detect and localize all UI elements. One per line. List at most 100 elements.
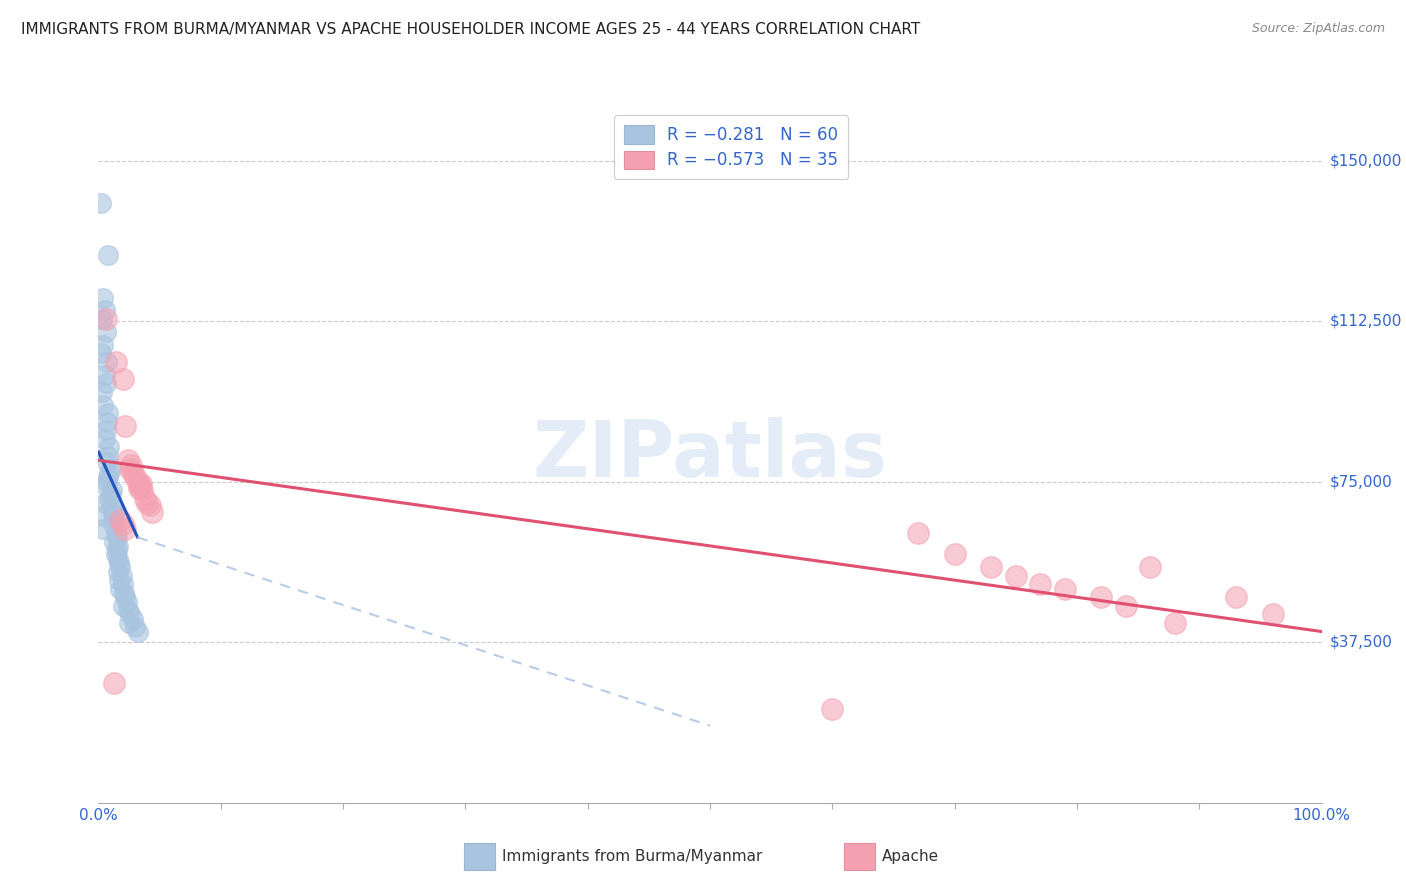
Point <box>93 368 115 382</box>
Point <box>104 548 127 562</box>
Point <box>108 556 131 570</box>
Point <box>129 479 152 493</box>
Text: $112,500: $112,500 <box>1330 314 1402 328</box>
Text: ZIPatlas: ZIPatlas <box>533 417 887 493</box>
Text: Apache: Apache <box>882 849 939 863</box>
Point <box>103 676 125 690</box>
Point <box>1261 607 1284 622</box>
Point <box>111 599 134 613</box>
Point <box>96 455 118 469</box>
Text: IMMIGRANTS FROM BURMA/MYANMAR VS APACHE HOUSEHOLDER INCOME AGES 25 - 44 YEARS CO: IMMIGRANTS FROM BURMA/MYANMAR VS APACHE … <box>21 22 921 37</box>
Point <box>980 560 1002 574</box>
Point <box>97 248 120 262</box>
Point <box>1090 591 1112 605</box>
Point <box>105 530 128 544</box>
Point <box>105 543 128 558</box>
Point <box>94 423 117 437</box>
Point <box>93 496 115 510</box>
Point <box>107 565 129 579</box>
Point <box>111 372 134 386</box>
Text: $150,000: $150,000 <box>1330 153 1402 168</box>
Text: Immigrants from Burma/Myanmar: Immigrants from Burma/Myanmar <box>502 849 762 863</box>
Point <box>107 551 129 566</box>
Point <box>120 462 142 476</box>
Text: $75,000: $75,000 <box>1330 475 1393 489</box>
Point <box>120 607 142 622</box>
Point <box>93 432 115 446</box>
Point <box>114 522 136 536</box>
Point <box>101 500 124 515</box>
Point <box>91 508 114 523</box>
Point <box>120 458 142 472</box>
Point <box>907 526 929 541</box>
Point <box>108 573 131 587</box>
Point <box>821 701 844 715</box>
Point <box>91 522 114 536</box>
Point <box>1004 569 1026 583</box>
Point <box>97 449 120 463</box>
Point <box>1115 599 1137 613</box>
Point <box>114 419 136 434</box>
Point <box>107 539 129 553</box>
Legend: R = −0.281   N = 60, R = −0.573   N = 35: R = −0.281 N = 60, R = −0.573 N = 35 <box>614 115 848 179</box>
Point <box>110 513 132 527</box>
Point <box>91 384 114 399</box>
Point <box>115 594 138 608</box>
Point <box>117 453 139 467</box>
Point <box>117 603 139 617</box>
Point <box>97 470 120 484</box>
Point <box>943 548 966 562</box>
Point <box>128 481 150 495</box>
Point <box>103 513 125 527</box>
Point <box>94 479 117 493</box>
Point <box>96 355 118 369</box>
Point <box>98 441 121 455</box>
Point <box>141 505 163 519</box>
Point <box>124 620 146 634</box>
Point <box>124 470 146 484</box>
Point <box>94 312 117 326</box>
Point <box>139 498 162 512</box>
Point <box>98 491 121 506</box>
Point <box>91 312 114 326</box>
Point <box>127 624 149 639</box>
Point <box>103 505 125 519</box>
Point <box>131 483 153 498</box>
Point <box>1225 591 1247 605</box>
Point <box>101 507 124 521</box>
Point <box>97 406 120 420</box>
Point <box>127 475 149 489</box>
Point <box>129 476 152 491</box>
Point <box>91 291 114 305</box>
Text: Source: ZipAtlas.com: Source: ZipAtlas.com <box>1251 22 1385 36</box>
Point <box>114 591 136 605</box>
Point <box>111 577 134 591</box>
Point <box>93 303 115 318</box>
Point <box>91 398 114 412</box>
Point <box>111 569 134 583</box>
Point <box>111 517 134 532</box>
Point <box>101 483 124 498</box>
Point <box>1053 582 1076 596</box>
Point <box>100 487 122 501</box>
Point <box>121 612 143 626</box>
Point <box>96 415 118 429</box>
Point <box>121 466 143 480</box>
Point <box>101 517 124 532</box>
Point <box>90 196 112 211</box>
Point <box>94 376 117 391</box>
Point <box>104 355 127 369</box>
Point <box>110 560 132 574</box>
Point <box>1029 577 1052 591</box>
Point <box>110 582 132 596</box>
Point <box>104 526 127 541</box>
Point <box>90 346 112 360</box>
Point <box>134 491 156 506</box>
Point <box>103 534 125 549</box>
Point <box>91 337 114 351</box>
Point <box>1139 560 1161 574</box>
Point <box>94 325 117 339</box>
Point <box>112 586 135 600</box>
Point <box>118 615 141 630</box>
Point <box>98 466 121 480</box>
